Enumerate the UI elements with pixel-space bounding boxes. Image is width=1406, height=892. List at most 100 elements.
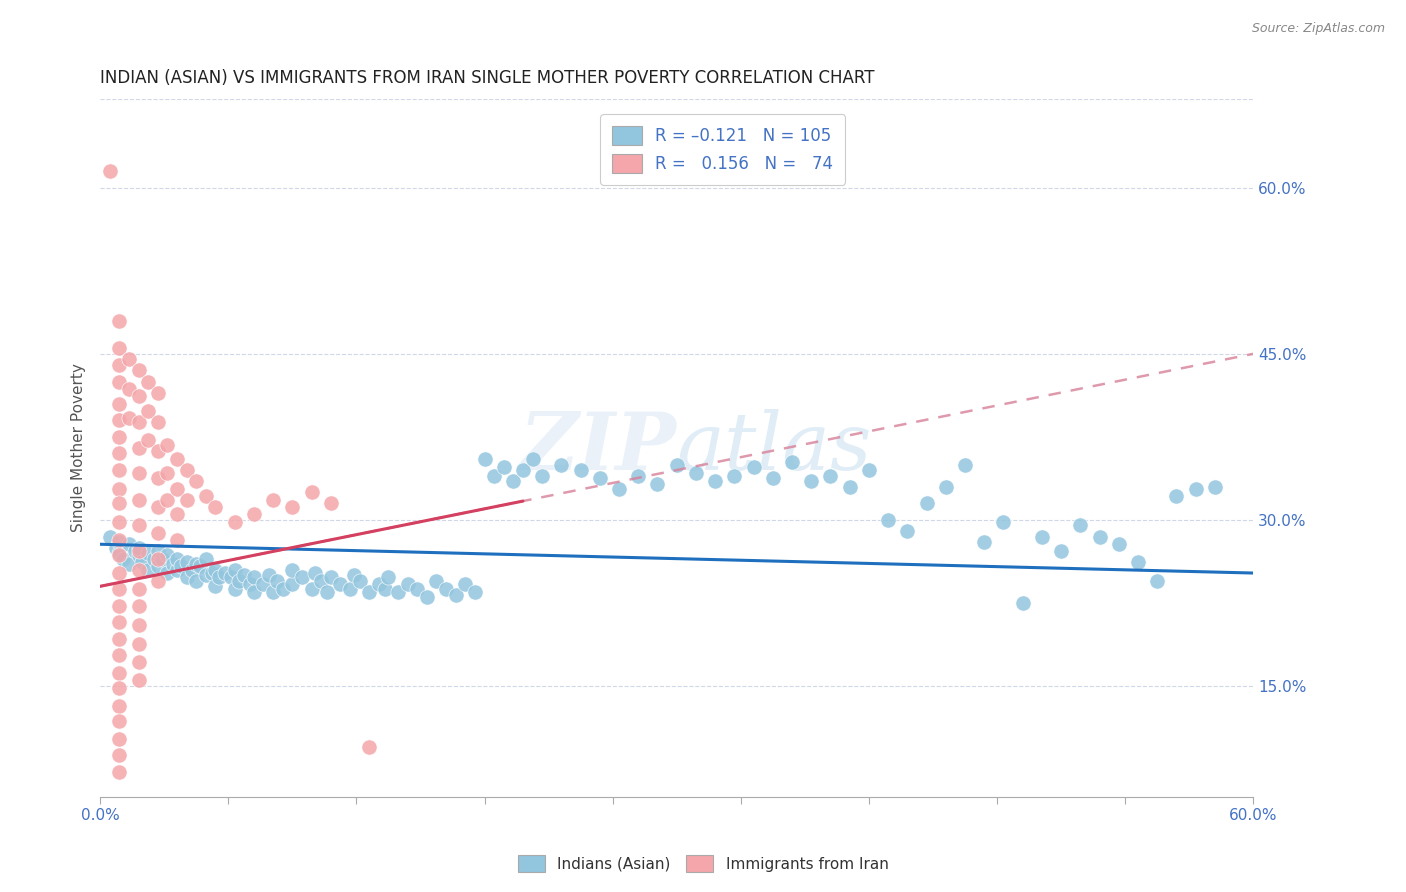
Point xyxy=(108,341,131,355)
Point xyxy=(176,463,198,477)
Point xyxy=(156,437,179,451)
Point xyxy=(224,515,246,529)
Point xyxy=(108,747,131,762)
Point xyxy=(108,632,131,647)
Legend: R = –0.121   N = 105, R =   0.156   N =   74: R = –0.121 N = 105, R = 0.156 N = 74 xyxy=(600,114,845,185)
Point xyxy=(108,375,131,389)
Point xyxy=(112,551,135,566)
Legend: Indians (Asian), Immigrants from Iran: Indians (Asian), Immigrants from Iran xyxy=(510,847,896,880)
Point xyxy=(108,413,131,427)
Point xyxy=(550,458,572,472)
Point xyxy=(104,541,127,555)
Point xyxy=(1126,555,1149,569)
Point xyxy=(136,433,159,447)
Point xyxy=(820,468,842,483)
Point xyxy=(146,500,169,514)
Point xyxy=(128,441,150,455)
Point xyxy=(146,559,169,574)
Point xyxy=(454,577,477,591)
Point xyxy=(128,389,150,403)
Point xyxy=(142,551,165,566)
Point xyxy=(108,549,131,563)
Point xyxy=(262,492,284,507)
Point xyxy=(98,529,121,543)
Point xyxy=(359,739,381,754)
Point xyxy=(200,566,222,580)
Point xyxy=(704,474,727,488)
Point xyxy=(531,468,554,483)
Point xyxy=(108,566,131,580)
Point xyxy=(108,681,131,695)
Point xyxy=(800,474,823,488)
Point xyxy=(186,574,208,588)
Point xyxy=(742,459,765,474)
Point xyxy=(188,559,211,574)
Point xyxy=(108,533,131,547)
Point xyxy=(214,566,236,580)
Point xyxy=(627,468,650,483)
Point xyxy=(935,480,957,494)
Y-axis label: Single Mother Poverty: Single Mother Poverty xyxy=(72,364,86,533)
Point xyxy=(243,570,266,584)
Point xyxy=(219,570,242,584)
Text: ZIP: ZIP xyxy=(520,409,676,487)
Point xyxy=(319,496,342,510)
Point xyxy=(271,582,294,596)
Point xyxy=(186,557,208,571)
Point xyxy=(1204,480,1226,494)
Point xyxy=(208,570,231,584)
Point xyxy=(128,618,150,632)
Point xyxy=(128,541,150,555)
Point xyxy=(166,508,188,522)
Point xyxy=(243,585,266,599)
Point xyxy=(1166,489,1188,503)
Point xyxy=(194,568,217,582)
Point xyxy=(128,363,150,377)
Point xyxy=(156,467,179,481)
Point xyxy=(858,463,880,477)
Point xyxy=(1069,518,1091,533)
Point xyxy=(396,577,419,591)
Point xyxy=(464,585,486,599)
Point xyxy=(108,698,131,713)
Point xyxy=(108,732,131,747)
Point xyxy=(359,585,381,599)
Point xyxy=(124,544,146,558)
Point xyxy=(224,563,246,577)
Point xyxy=(108,546,131,560)
Point xyxy=(108,358,131,372)
Point xyxy=(146,444,169,458)
Point xyxy=(233,568,256,582)
Point xyxy=(374,582,396,596)
Point xyxy=(993,515,1015,529)
Point xyxy=(166,563,188,577)
Point xyxy=(259,568,281,582)
Point xyxy=(150,551,173,566)
Point xyxy=(762,471,785,485)
Point xyxy=(329,577,352,591)
Point xyxy=(953,458,976,472)
Point xyxy=(262,585,284,599)
Point xyxy=(108,615,131,629)
Point xyxy=(301,582,323,596)
Point xyxy=(434,582,457,596)
Point xyxy=(502,474,524,488)
Point xyxy=(243,508,266,522)
Point xyxy=(146,471,169,485)
Point xyxy=(896,524,918,538)
Point xyxy=(425,574,447,588)
Point xyxy=(128,492,150,507)
Point xyxy=(316,585,339,599)
Text: atlas: atlas xyxy=(676,409,872,487)
Point xyxy=(228,574,250,588)
Point xyxy=(194,489,217,503)
Point xyxy=(146,551,169,566)
Point xyxy=(108,430,131,444)
Point xyxy=(239,577,262,591)
Point xyxy=(339,582,361,596)
Point xyxy=(176,492,198,507)
Point xyxy=(118,382,141,396)
Point xyxy=(108,463,131,477)
Point xyxy=(136,404,159,418)
Point xyxy=(118,352,141,367)
